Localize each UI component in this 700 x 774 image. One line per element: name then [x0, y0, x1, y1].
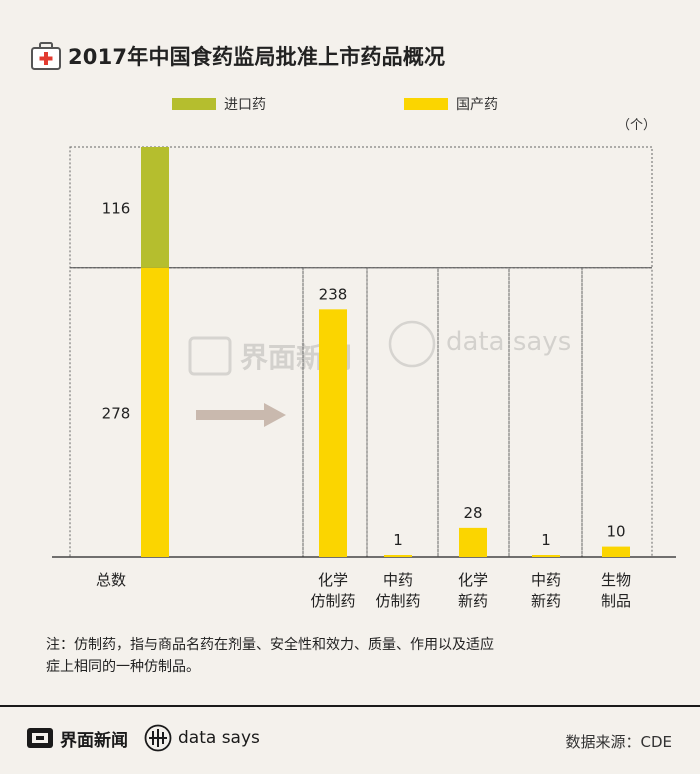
- datasays-logo-icon: [144, 724, 172, 752]
- jiemian-watermark-logo: [188, 336, 232, 376]
- datasays-watermark-logo: [388, 320, 436, 368]
- category-label: 新药: [531, 592, 561, 610]
- footer-divider: [0, 705, 700, 707]
- footer: 界面新闻 data says 数据来源：CDE: [0, 707, 700, 774]
- category-frame: [581, 267, 653, 558]
- bar-domestic: [384, 555, 412, 557]
- legend-label-domestic: 国产药: [456, 97, 498, 113]
- category-frame: [366, 267, 439, 558]
- footnote-line-1: 注：仿制药，指与商品名药在剂量、安全性和效力、质量、作用以及适应: [46, 637, 494, 653]
- value-label-imported: 116: [102, 199, 131, 217]
- legend-item-domestic: 国产药: [404, 94, 498, 114]
- brand: 界面新闻 data says: [26, 724, 260, 752]
- brand-name: 界面新闻: [60, 730, 128, 751]
- footnote-line-2: 症上相同的一种仿制品。: [46, 659, 200, 675]
- bar-domestic: [602, 546, 630, 557]
- category-label: 仿制药: [310, 592, 355, 610]
- value-label-domestic: 10: [606, 523, 625, 541]
- category-label: 新药: [458, 592, 488, 610]
- category-label: 仿制药: [375, 592, 420, 610]
- bar-imported: [141, 147, 169, 268]
- chart-value-labels: 116 278 238 1 28 1 10: [102, 199, 626, 549]
- chart-bars: [141, 147, 630, 557]
- title-row: 2017年中国食药监局批准上市药品概况: [30, 38, 445, 74]
- datasays-name: data says: [178, 728, 260, 748]
- value-label-domestic: 1: [393, 531, 403, 549]
- category-label: 化学: [458, 571, 488, 589]
- legend-item-imported: 进口药: [172, 94, 266, 114]
- bar-domestic: [532, 555, 560, 557]
- jiemian-logo-icon: [27, 728, 53, 748]
- legend-swatch-imported: [172, 98, 216, 110]
- value-label-domestic: 278: [102, 404, 131, 422]
- value-label-domestic: 238: [319, 285, 348, 303]
- category-label: 中药: [531, 571, 561, 589]
- category-label: 总数: [96, 571, 126, 589]
- footnote: 注：仿制药，指与商品名药在剂量、安全性和效力、质量、作用以及适应 症上相同的一种…: [46, 634, 646, 678]
- category-frame: [508, 267, 583, 558]
- category-label: 制品: [601, 592, 631, 610]
- value-label-domestic: 1: [541, 531, 551, 549]
- chart-title: 2017年中国食药监局批准上市药品概况: [68, 45, 446, 69]
- bar-domestic: [319, 309, 347, 557]
- value-label-domestic: 28: [463, 504, 482, 522]
- watermark: 界面新闻 data says: [188, 320, 571, 376]
- category-label: 中药: [383, 571, 413, 589]
- arrow-icon: [196, 403, 286, 427]
- legend-swatch-domestic: [404, 98, 448, 110]
- bar-domestic: [141, 267, 169, 557]
- legend-label-imported: 进口药: [224, 97, 266, 113]
- category-label: 生物: [601, 571, 631, 589]
- medical-kit-icon: [31, 42, 61, 70]
- unit-label: （个）: [616, 118, 656, 133]
- category-label: 化学: [318, 571, 348, 589]
- bar-domestic: [459, 527, 487, 557]
- data-source: 数据来源：CDE: [565, 733, 672, 751]
